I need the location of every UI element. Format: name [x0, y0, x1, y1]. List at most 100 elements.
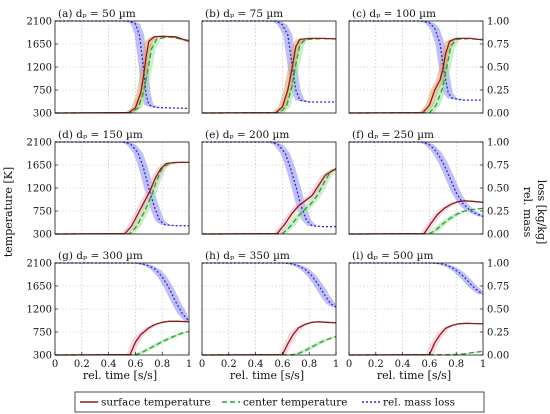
y-tick-label: 300	[33, 351, 52, 362]
panel-a: (a) dₚ = 50 µm 300 750 1200 1650 2100	[27, 8, 190, 120]
x-tick-label: 0.8	[301, 359, 317, 370]
y2-tick-label: 1.00	[487, 17, 509, 28]
legend-label-mass: rel. mass loss	[383, 397, 455, 409]
y2-tick-label: 0.00	[487, 351, 509, 362]
x-tick-label: 0.6	[127, 359, 143, 370]
x-tick-label: 0	[199, 359, 205, 370]
panel-e: (e) dₚ = 200 µm	[201, 129, 337, 235]
series-line-center-temperature	[54, 36, 190, 114]
mass-loss-band	[55, 142, 189, 226]
series-line-mass-loss	[202, 141, 336, 228]
x-tick-label: 0.4	[248, 359, 264, 370]
y-axis-right-label-line1: rel. mass	[521, 187, 534, 238]
y2-tick-label: 0.50	[487, 184, 509, 195]
mass-loss-band	[349, 21, 483, 101]
series-line-mass-loss	[202, 262, 337, 308]
panel-frame	[201, 262, 337, 356]
y-tick-label: 2100	[27, 138, 52, 149]
panel-grid: (a) dₚ = 50 µm 300 750 1200 1650 2100 (b) dₚ =…	[27, 8, 510, 370]
x-tick-label: 0	[52, 359, 58, 370]
y-tick-label: 750	[33, 328, 52, 339]
y-tick-label: 750	[33, 86, 52, 97]
y-axis-left-label: temperature [K]	[2, 167, 15, 257]
series-line-mass-loss	[55, 20, 190, 110]
y-tick-label: 1650	[27, 282, 52, 293]
panel-h: (h) dₚ = 350 µm 0 0.2 0.4 0.6 0.8 1	[199, 250, 339, 370]
y-axis-right-label: rel. mass loss [kg/kg]	[521, 180, 548, 245]
y-tick-label: 1200	[27, 63, 52, 74]
x-axis-label-col1: rel. time [s/s]	[83, 369, 157, 382]
y2-tick-label: 1.00	[487, 259, 509, 270]
series-line-mass-loss	[349, 141, 484, 218]
series-line-surface-temperature	[348, 322, 484, 356]
panel-b: (b) dₚ = 75 µm	[201, 8, 337, 114]
series-line-mass-loss	[202, 20, 336, 103]
x-axis-label-col3: rel. time [s/s]	[377, 369, 451, 382]
y2-tick-label: 0.50	[487, 305, 509, 316]
panel-title: (h) dₚ = 350 µm	[205, 250, 290, 262]
y-tick-label: 2100	[27, 259, 52, 270]
y-tick-label: 1200	[27, 184, 52, 195]
x-axis-label-col2: rel. time [s/s]	[230, 369, 304, 382]
y2-tick-label: 0.25	[487, 328, 509, 339]
y-tick-label: 1650	[27, 161, 52, 172]
y-tick-label: 750	[33, 207, 52, 218]
panel-title: (b) dₚ = 75 µm	[205, 8, 283, 20]
y-tick-label: 2100	[27, 17, 52, 28]
panel-title: (d) dₚ = 150 µm	[58, 129, 143, 141]
y2-tick-label: 0.50	[487, 63, 509, 74]
x-tick-label: 0.8	[448, 359, 464, 370]
series-line-surface-temperature	[348, 37, 484, 114]
y2-tick-label: 0.75	[487, 282, 509, 293]
panel-f: (f) dₚ = 250 µm 0.00 0.25 0.50 0.75 1.00	[348, 129, 509, 241]
x-tick-label: 0.2	[368, 359, 384, 370]
panel-i: (i) dₚ = 500 µm 0.00 0.25 0.50 0.75 1.00 0 0.2 0…	[346, 250, 509, 370]
x-tick-label: 0.2	[74, 359, 90, 370]
x-tick-label: 0.2	[221, 359, 237, 370]
x-tick-label: 1	[186, 359, 192, 370]
series-line-surface-temperature	[54, 161, 189, 235]
series-line-surface-temperature	[201, 168, 337, 235]
x-tick-label: 1	[480, 359, 486, 370]
series-line-surface-temperature	[54, 320, 190, 356]
series-line-surface-temperature	[54, 35, 190, 114]
series-line-mass-loss	[349, 20, 483, 101]
panel-c: (c) dₚ = 100 µm 0.00 0.25 0.50 0.75 1.00	[348, 8, 509, 120]
y2-tick-label: 0.75	[487, 161, 509, 172]
x-tick-label: 0.4	[395, 359, 411, 370]
series-line-surface-temperature	[348, 200, 484, 235]
x-tick-label: 0.4	[101, 359, 117, 370]
panel-title: (f) dₚ = 250 µm	[352, 129, 434, 141]
x-tick-label: 0.6	[421, 359, 437, 370]
y-tick-label: 1200	[27, 305, 52, 316]
center-temperature-band	[202, 169, 336, 234]
panel-g: (g) dₚ = 300 µm 300 750 1200 1650 2100 0 0.2 0.4…	[27, 250, 193, 370]
y-axis-right-label-line2: loss [kg/kg]	[535, 180, 548, 245]
panel-title: (c) dₚ = 100 µm	[352, 8, 436, 20]
panel-d: (d) dₚ = 150 µm 300 750 1200 1650 2100	[27, 129, 190, 241]
center-temperature-band	[349, 38, 483, 114]
legend-label-surface: surface temperature	[101, 397, 211, 409]
y-tick-label: 300	[33, 109, 52, 120]
x-tick-label: 1	[333, 359, 339, 370]
surface-temperature-band	[202, 168, 336, 234]
legend: surface temperature center temperature rel…	[74, 391, 485, 413]
y2-tick-label: 0.75	[487, 40, 509, 51]
legend-frame	[74, 391, 485, 413]
y2-tick-label: 0.25	[487, 207, 509, 218]
series-line-center-temperature	[348, 350, 484, 356]
panel-title: (g) dₚ = 300 µm	[58, 250, 143, 262]
series-line-surface-temperature	[201, 321, 337, 356]
panel-title: (i) dₚ = 500 µm	[352, 250, 433, 262]
series-line-surface-temperature	[201, 37, 337, 114]
y2-tick-label: 0.00	[487, 230, 509, 241]
mass-loss-band	[349, 142, 483, 217]
legend-label-center: center temperature	[243, 397, 347, 409]
series-line-center-temperature	[201, 168, 337, 235]
center-temperature-band	[202, 336, 336, 355]
x-tick-label: 0	[346, 359, 352, 370]
panel-title: (e) dₚ = 200 µm	[205, 129, 289, 141]
x-tick-label: 0.8	[154, 359, 170, 370]
x-tick-label: 0.6	[274, 359, 290, 370]
